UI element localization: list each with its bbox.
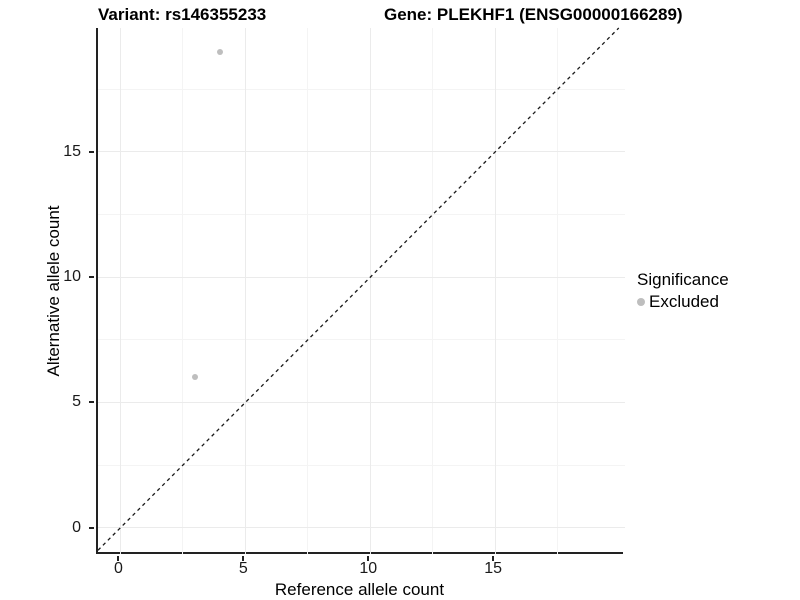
x-tick-mark <box>117 556 120 561</box>
gene-title: Gene: PLEKHF1 (ENSG00000166289) <box>384 5 683 24</box>
x-axis-title: Reference allele count <box>274 580 445 599</box>
data-point <box>217 48 224 55</box>
y-tick-label: 10 <box>63 268 81 286</box>
legend-entry-excluded: Excluded <box>637 292 729 312</box>
x-tick-mark <box>242 556 245 561</box>
y-tick-mark <box>89 526 94 529</box>
x-tick-label: 5 <box>238 560 248 577</box>
y-tick-mark <box>89 276 94 279</box>
y-axis-title: Alternative allele count <box>44 205 63 377</box>
identity-line-layer <box>97 27 620 551</box>
x-tick-mark <box>367 556 370 561</box>
legend: Significance Excluded <box>637 270 729 312</box>
legend-title: Significance <box>637 270 729 289</box>
legend-entry-label: Excluded <box>649 292 719 311</box>
y-tick-label: 15 <box>63 142 81 160</box>
identity-line <box>97 27 620 551</box>
plot-panel <box>96 27 625 554</box>
y-tick-label: 0 <box>72 518 81 536</box>
y-tick-label: 5 <box>72 393 81 411</box>
x-tick-label: 15 <box>484 560 502 577</box>
legend-point-icon <box>637 298 645 306</box>
variant-title: Variant: rs146355233 <box>98 5 267 24</box>
x-tick-mark <box>492 556 495 561</box>
data-point <box>192 374 199 381</box>
x-tick-label: 10 <box>359 560 378 577</box>
y-tick-mark <box>89 150 94 153</box>
x-tick-label: 0 <box>114 560 123 577</box>
y-tick-mark <box>89 401 94 404</box>
